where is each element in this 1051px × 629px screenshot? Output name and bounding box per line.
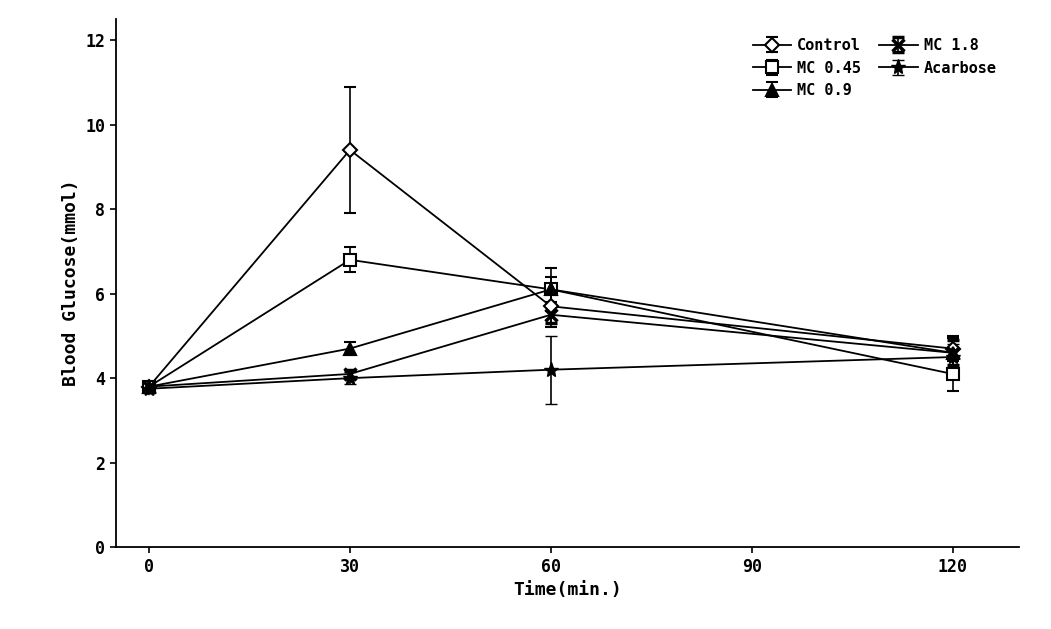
Legend: Control, MC 0.45, MC 0.9, MC 1.8, Acarbose: Control, MC 0.45, MC 0.9, MC 1.8, Acarbo… <box>747 32 1003 104</box>
X-axis label: Time(min.): Time(min.) <box>513 581 622 599</box>
Y-axis label: Blood Glucose(mmol): Blood Glucose(mmol) <box>62 180 80 386</box>
